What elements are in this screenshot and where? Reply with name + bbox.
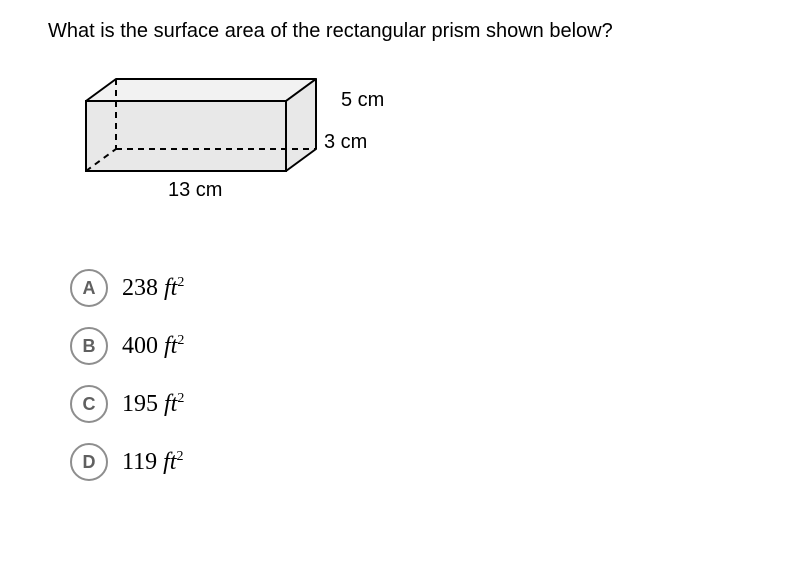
question-text: What is the surface area of the rectangu… <box>48 20 752 43</box>
option-letter: A <box>70 269 108 307</box>
option-d[interactable]: D 119 ft2 <box>70 443 752 481</box>
option-letter: B <box>70 327 108 365</box>
prism-diagram: 5 cm 3 cm 13 cm <box>76 71 476 221</box>
dim-length: 13 cm <box>168 179 222 202</box>
option-letter: D <box>70 443 108 481</box>
answer-options: A 238 ft2 B 400 ft2 C 195 ft2 D 119 ft2 <box>70 269 752 481</box>
option-c[interactable]: C 195 ft2 <box>70 385 752 423</box>
option-a[interactable]: A 238 ft2 <box>70 269 752 307</box>
option-value: 195 ft2 <box>122 391 184 418</box>
dim-depth: 3 cm <box>324 131 367 154</box>
option-value: 400 ft2 <box>122 333 184 360</box>
option-letter: C <box>70 385 108 423</box>
option-b[interactable]: B 400 ft2 <box>70 327 752 365</box>
option-value: 238 ft2 <box>122 275 184 302</box>
dim-height: 5 cm <box>341 89 384 112</box>
option-value: 119 ft2 <box>122 449 183 476</box>
